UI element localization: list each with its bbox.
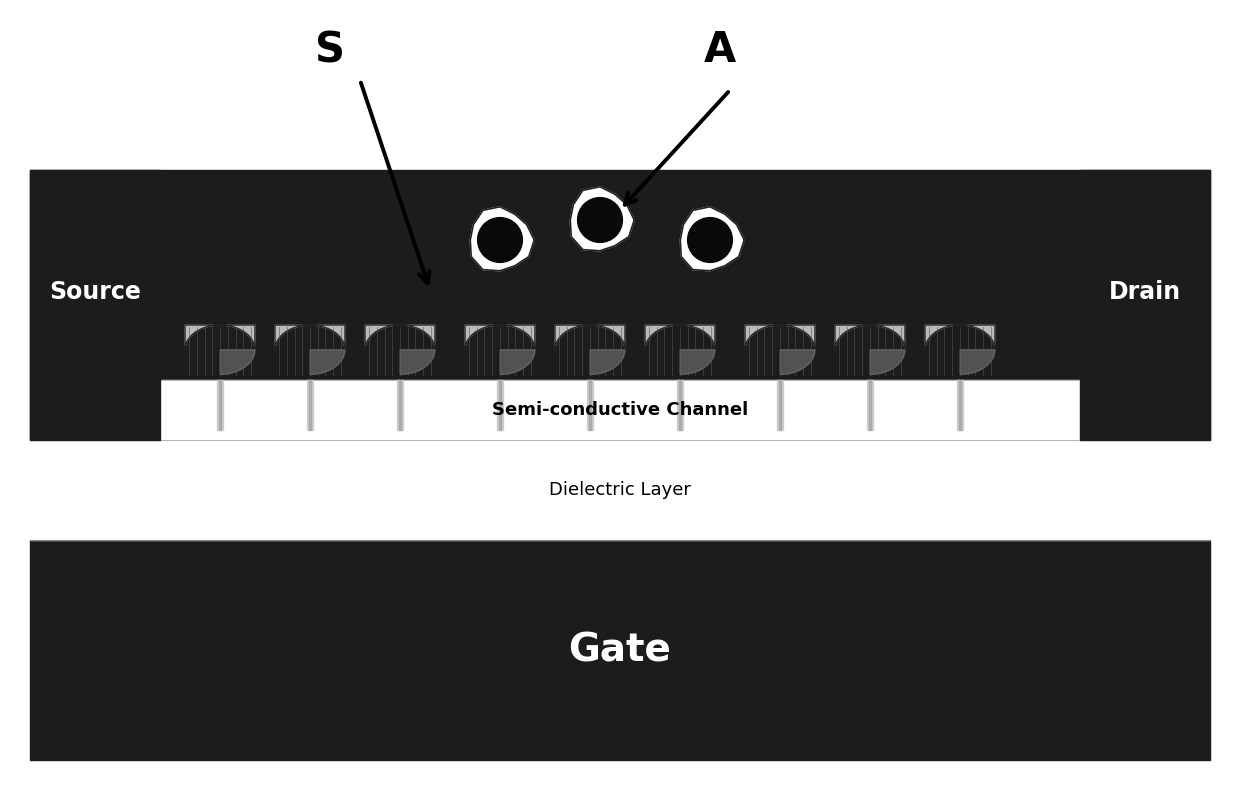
Polygon shape	[570, 186, 634, 250]
Polygon shape	[645, 325, 715, 350]
Bar	[959, 380, 961, 430]
Text: Drain: Drain	[1109, 280, 1180, 303]
Polygon shape	[401, 350, 435, 374]
Polygon shape	[275, 325, 345, 350]
Bar	[309, 380, 311, 430]
Bar	[1080, 170, 1210, 440]
Polygon shape	[745, 325, 815, 350]
Text: A: A	[704, 29, 737, 71]
Circle shape	[477, 217, 522, 262]
Polygon shape	[835, 325, 905, 350]
Bar	[498, 380, 501, 430]
Bar	[589, 380, 590, 430]
Polygon shape	[556, 325, 625, 350]
Text: Source: Source	[50, 280, 141, 303]
Polygon shape	[310, 350, 345, 374]
Bar	[497, 380, 503, 430]
Bar	[680, 380, 681, 430]
Polygon shape	[500, 350, 534, 374]
Polygon shape	[680, 350, 715, 374]
Polygon shape	[470, 207, 534, 271]
Bar	[397, 380, 403, 430]
Polygon shape	[780, 350, 815, 374]
Bar	[779, 380, 781, 430]
Bar	[30, 540, 1210, 760]
Polygon shape	[960, 350, 994, 374]
Bar	[219, 380, 221, 430]
Bar	[217, 380, 223, 430]
Bar	[677, 380, 683, 430]
Circle shape	[688, 217, 733, 262]
Bar	[867, 380, 873, 430]
Circle shape	[578, 198, 622, 243]
Bar	[30, 440, 1210, 540]
Bar	[587, 380, 593, 430]
Bar	[869, 380, 870, 430]
Polygon shape	[365, 325, 435, 350]
Bar	[30, 170, 160, 440]
Bar	[957, 380, 963, 430]
Text: Dielectric Layer: Dielectric Layer	[549, 481, 691, 499]
Polygon shape	[590, 350, 625, 374]
Polygon shape	[465, 325, 534, 350]
Text: Gate: Gate	[569, 631, 671, 669]
Bar	[399, 380, 401, 430]
Text: Semi-conductive Channel: Semi-conductive Channel	[492, 401, 748, 419]
Bar	[160, 380, 1080, 440]
Polygon shape	[219, 350, 255, 374]
Polygon shape	[925, 325, 994, 350]
Polygon shape	[870, 350, 905, 374]
Polygon shape	[185, 325, 255, 350]
Text: S: S	[315, 29, 345, 71]
Bar	[30, 170, 1210, 440]
Bar	[777, 380, 782, 430]
Bar	[308, 380, 312, 430]
Polygon shape	[681, 207, 744, 271]
